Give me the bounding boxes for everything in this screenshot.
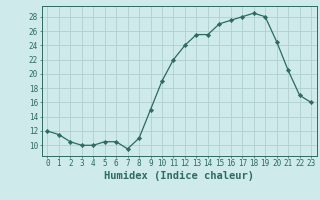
X-axis label: Humidex (Indice chaleur): Humidex (Indice chaleur) bbox=[104, 171, 254, 181]
